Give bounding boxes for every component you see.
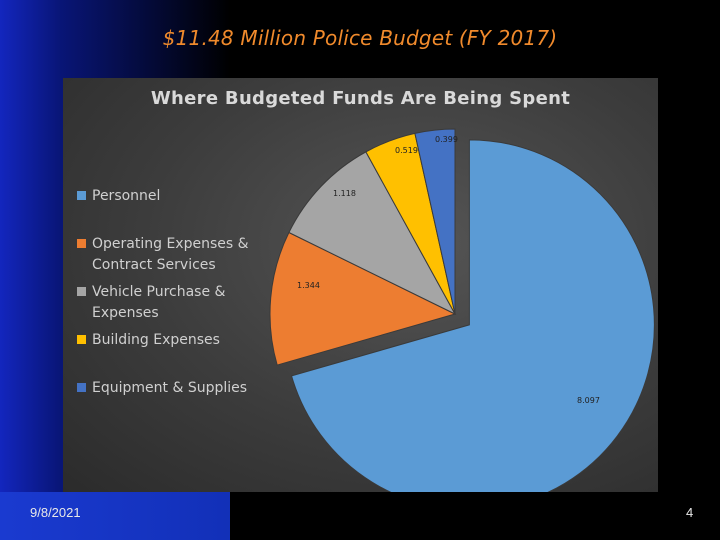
slice-data-label: 1.118 (333, 189, 356, 198)
slice-data-label: 1.344 (297, 281, 320, 290)
page-number: 4 (686, 505, 694, 520)
legend-swatch (77, 191, 86, 200)
legend-label: Personnel (92, 188, 161, 204)
footer-band (0, 492, 230, 540)
legend-swatch (77, 287, 86, 296)
slide-date: 9/8/2021 (30, 505, 81, 520)
legend-swatch (77, 239, 86, 248)
legend-swatch (77, 335, 86, 344)
legend-label: Equipment & Supplies (92, 380, 248, 396)
chart-title: Where Budgeted Funds Are Being Spent (150, 88, 571, 109)
legend-label: Operating Expenses & Contract Services (92, 236, 249, 273)
slide-title: $11.48 Million Police Budget (FY 2017) (162, 26, 558, 50)
pie-chart: 8.097 1.344 1.118 0.519 0.399 (269, 128, 655, 492)
legend-item: Building Expenses (77, 330, 220, 351)
slice-data-label: 0.399 (435, 135, 458, 144)
legend-item: Personnel (77, 186, 160, 207)
legend-item: Vehicle Purchase & Expenses (77, 282, 225, 324)
pie-slice (288, 151, 457, 316)
chart-panel: Where Budgeted Funds Are Being Spent Per… (63, 78, 658, 492)
legend-item: Operating Expenses & Contract Services (77, 234, 249, 276)
legend-label: Building Expenses (92, 332, 220, 348)
pie-slice (414, 128, 456, 315)
legend-item: Equipment & Supplies (77, 378, 247, 399)
legend-swatch (77, 383, 86, 392)
pie-slice (269, 231, 457, 366)
slice-data-label: 8.097 (577, 396, 600, 405)
slice-data-label: 0.519 (395, 146, 418, 155)
pie-slice (290, 139, 655, 492)
legend-label: Vehicle Purchase & Expenses (92, 284, 226, 321)
